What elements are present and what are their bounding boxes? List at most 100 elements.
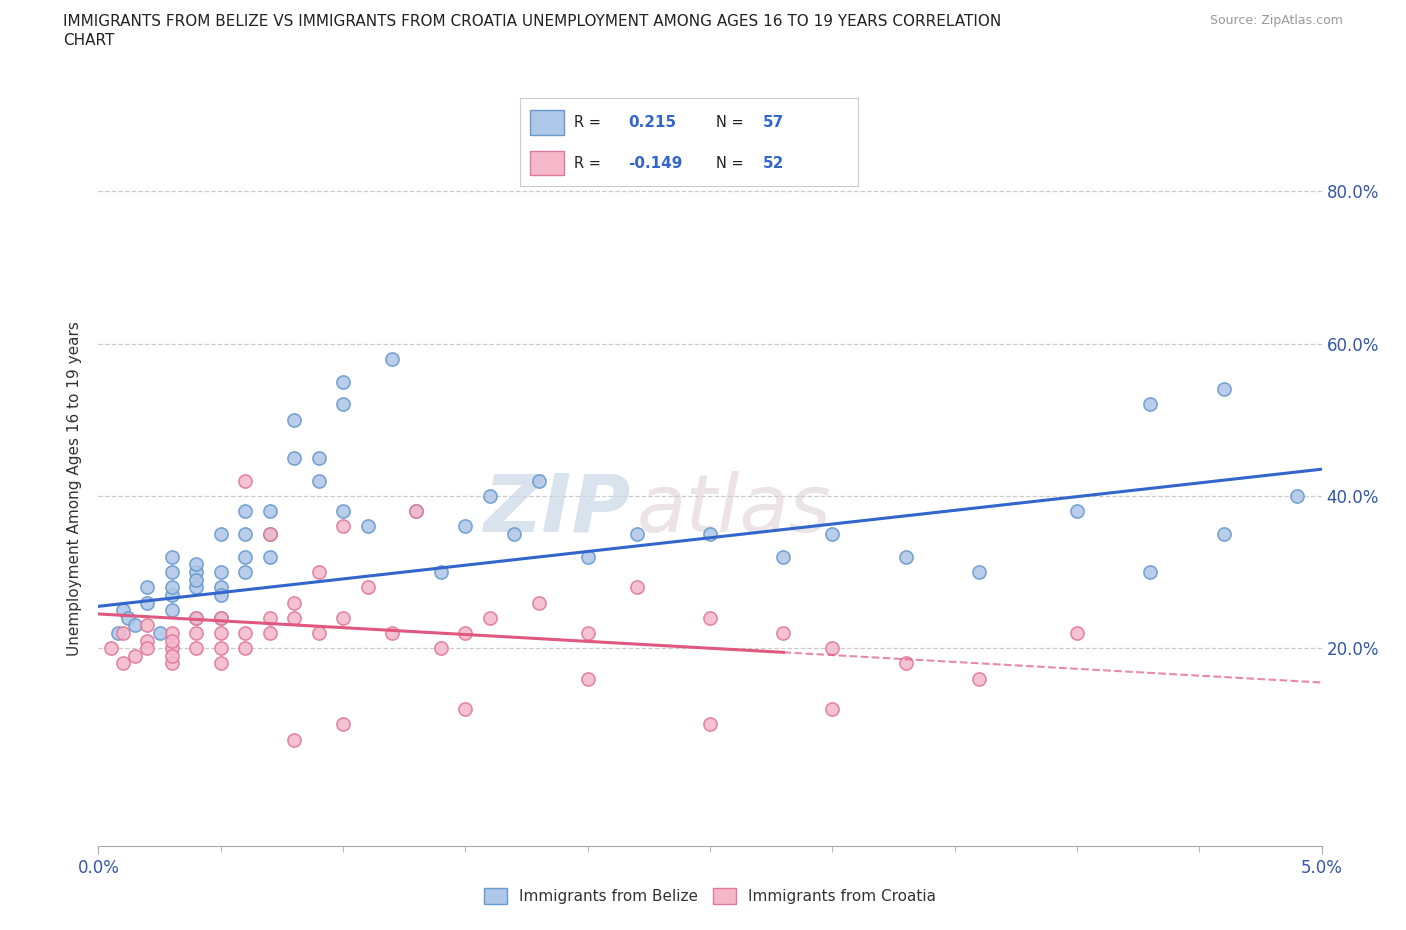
Point — [1139, 565, 1161, 579]
Point — [527, 595, 550, 610]
Text: R =: R = — [574, 115, 606, 130]
Point — [454, 519, 477, 534]
Point — [186, 610, 208, 625]
Text: Source: ZipAtlas.com: Source: ZipAtlas.com — [1209, 14, 1343, 27]
Point — [186, 572, 208, 587]
Point — [821, 702, 844, 717]
Point — [136, 641, 159, 656]
Point — [233, 565, 256, 579]
Point — [283, 450, 305, 465]
Point — [209, 610, 232, 625]
Y-axis label: Unemployment Among Ages 16 to 19 years: Unemployment Among Ages 16 to 19 years — [67, 321, 83, 656]
Point — [233, 473, 256, 488]
Point — [233, 504, 256, 519]
Point — [209, 610, 232, 625]
Point — [160, 641, 183, 656]
Text: 57: 57 — [763, 115, 785, 130]
Point — [259, 504, 281, 519]
Point — [186, 641, 208, 656]
Point — [160, 588, 183, 603]
Point — [1066, 504, 1088, 519]
Point — [821, 526, 844, 541]
Point — [283, 412, 305, 427]
Point — [405, 504, 427, 519]
Point — [209, 588, 232, 603]
Point — [356, 579, 378, 594]
Point — [1066, 626, 1088, 641]
Point — [209, 565, 232, 579]
FancyBboxPatch shape — [530, 110, 564, 135]
Point — [160, 565, 183, 579]
Point — [894, 550, 917, 565]
Point — [259, 610, 281, 625]
Point — [186, 579, 208, 594]
Point — [576, 671, 599, 686]
Point — [308, 626, 330, 641]
Point — [430, 565, 453, 579]
Point — [186, 626, 208, 641]
Text: R =: R = — [574, 155, 606, 170]
Point — [283, 732, 305, 747]
Point — [454, 626, 477, 641]
Point — [1212, 382, 1234, 397]
Point — [233, 526, 256, 541]
Text: 0.215: 0.215 — [628, 115, 676, 130]
Point — [699, 526, 721, 541]
Point — [1212, 526, 1234, 541]
Point — [233, 550, 256, 565]
Point — [124, 648, 146, 663]
Point — [160, 579, 183, 594]
Point — [454, 702, 477, 717]
Point — [430, 641, 453, 656]
Point — [332, 504, 354, 519]
Text: 52: 52 — [763, 155, 785, 170]
Text: CHART: CHART — [63, 33, 115, 47]
Point — [209, 641, 232, 656]
FancyBboxPatch shape — [530, 151, 564, 176]
Point — [894, 656, 917, 671]
Point — [209, 626, 232, 641]
Point — [111, 626, 134, 641]
Point — [160, 633, 183, 648]
Point — [209, 579, 232, 594]
Point — [308, 565, 330, 579]
Point — [308, 473, 330, 488]
Point — [772, 626, 794, 641]
Text: N =: N = — [716, 115, 748, 130]
Text: -0.149: -0.149 — [628, 155, 682, 170]
Point — [149, 626, 172, 641]
Point — [117, 610, 139, 625]
Point — [405, 504, 427, 519]
Text: ZIP: ZIP — [484, 471, 630, 549]
Point — [478, 488, 501, 503]
Text: IMMIGRANTS FROM BELIZE VS IMMIGRANTS FROM CROATIA UNEMPLOYMENT AMONG AGES 16 TO : IMMIGRANTS FROM BELIZE VS IMMIGRANTS FRO… — [63, 14, 1001, 29]
Point — [111, 656, 134, 671]
Point — [209, 656, 232, 671]
Point — [381, 626, 404, 641]
Point — [332, 717, 354, 732]
Point — [136, 595, 159, 610]
Point — [209, 526, 232, 541]
Point — [160, 648, 183, 663]
Point — [503, 526, 526, 541]
Point — [967, 565, 990, 579]
Point — [186, 565, 208, 579]
Point — [772, 550, 794, 565]
Point — [233, 626, 256, 641]
Legend: Immigrants from Belize, Immigrants from Croatia: Immigrants from Belize, Immigrants from … — [478, 882, 942, 910]
Point — [1286, 488, 1309, 503]
Point — [699, 717, 721, 732]
Point — [233, 641, 256, 656]
Point — [160, 550, 183, 565]
Point — [160, 626, 183, 641]
Point — [160, 656, 183, 671]
Point — [259, 626, 281, 641]
Point — [821, 641, 844, 656]
Point — [160, 603, 183, 618]
Point — [111, 603, 134, 618]
Point — [332, 374, 354, 389]
Point — [967, 671, 990, 686]
Point — [186, 610, 208, 625]
Point — [332, 397, 354, 412]
Point — [186, 557, 208, 572]
